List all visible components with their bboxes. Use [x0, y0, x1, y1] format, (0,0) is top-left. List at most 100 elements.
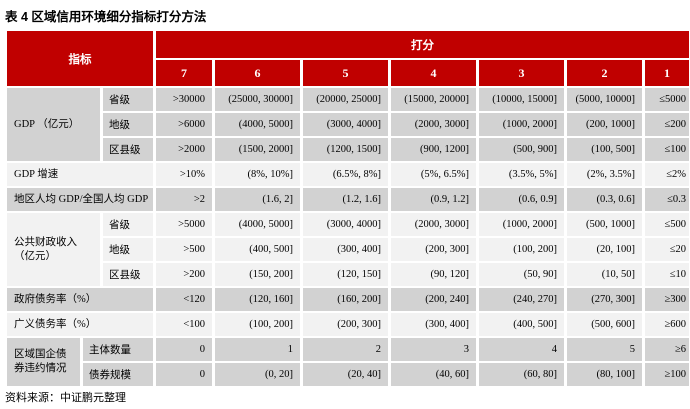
indicator-label-cell: 公共财政收入 （亿元） — [7, 213, 100, 286]
value-cell: >500 — [156, 238, 212, 261]
value-cell: (240, 270] — [479, 288, 564, 311]
value-cell: (4000, 5000] — [215, 213, 300, 236]
value-cell: ≤0.3 — [645, 188, 689, 211]
value-cell: (400, 500] — [479, 313, 564, 336]
score-column-header: 6 — [215, 60, 300, 86]
value-cell: >5000 — [156, 213, 212, 236]
value-cell: 0 — [156, 338, 212, 361]
value-cell: 0 — [156, 363, 212, 386]
sub-level-cell: 区县级 — [103, 138, 153, 161]
value-cell: (200, 240] — [391, 288, 476, 311]
value-cell: (1.6, 2] — [215, 188, 300, 211]
value-cell: (50, 90] — [479, 263, 564, 286]
value-cell: (200, 1000] — [567, 113, 642, 136]
value-cell: (20000, 25000] — [303, 88, 388, 111]
value-cell: (270, 300] — [567, 288, 642, 311]
value-cell: (1.2, 1.6] — [303, 188, 388, 211]
value-cell: (20, 100] — [567, 238, 642, 261]
value-cell: (500, 600] — [567, 313, 642, 336]
value-cell: ≤10 — [645, 263, 689, 286]
indicator-label-cell: 区域国企债 券违约情况 — [7, 338, 80, 386]
value-cell: ≤2% — [645, 163, 689, 186]
value-cell: ≤20 — [645, 238, 689, 261]
value-cell: 2 — [303, 338, 388, 361]
value-cell: (300, 400] — [391, 313, 476, 336]
value-cell: (80, 100] — [567, 363, 642, 386]
value-cell: (100, 200] — [215, 313, 300, 336]
value-cell: (0, 20] — [215, 363, 300, 386]
indicator-label-cell: 地区人均 GDP/全国人均 GDP — [7, 188, 153, 211]
score-table: 指标 打分 7 6 5 4 3 2 1 GDP （亿元） 省级 >30000 (25000, 30000… — [7, 31, 689, 386]
value-cell: 1 — [215, 338, 300, 361]
value-cell: ≤100 — [645, 138, 689, 161]
header-cell-indicator: 指标 — [7, 31, 153, 86]
table-title: 表 4 区域信用环境细分指标打分方法 — [5, 10, 207, 24]
value-cell: <100 — [156, 313, 212, 336]
value-cell: (160, 200] — [303, 288, 388, 311]
value-cell: (0.3, 0.6] — [567, 188, 642, 211]
value-cell: (500, 900] — [479, 138, 564, 161]
value-cell: >30000 — [156, 88, 212, 111]
indicator-label-cell: 广义债务率（%） — [7, 313, 153, 336]
sub-level-cell: 地级 — [103, 113, 153, 136]
value-cell: (500, 1000] — [567, 213, 642, 236]
value-cell: (3000, 4000] — [303, 213, 388, 236]
value-cell: (300, 400] — [303, 238, 388, 261]
value-cell: (200, 300] — [303, 313, 388, 336]
source-note: 资料来源：中证鹏元整理 — [5, 392, 126, 404]
score-column-header: 2 — [567, 60, 642, 86]
value-cell: (100, 200] — [479, 238, 564, 261]
value-cell: (400, 500] — [215, 238, 300, 261]
indicator-label-cell: GDP （亿元） — [7, 88, 100, 161]
value-cell: (1000, 2000] — [479, 213, 564, 236]
value-cell: (40, 60] — [391, 363, 476, 386]
value-cell: (0.6, 0.9] — [479, 188, 564, 211]
score-column-header: 5 — [303, 60, 388, 86]
value-cell: ≥6 — [645, 338, 689, 361]
score-column-header: 7 — [156, 60, 212, 86]
value-cell: (900, 1200] — [391, 138, 476, 161]
value-cell: (2%, 3.5%] — [567, 163, 642, 186]
value-cell: (90, 120] — [391, 263, 476, 286]
value-cell: (20, 40] — [303, 363, 388, 386]
value-cell: (6.5%, 8%] — [303, 163, 388, 186]
value-cell: (25000, 30000] — [215, 88, 300, 111]
sub-level-cell: 地级 — [103, 238, 153, 261]
sub-level-cell: 主体数量 — [83, 338, 153, 361]
value-cell: (4000, 5000] — [215, 113, 300, 136]
sub-level-cell: 债券规模 — [83, 363, 153, 386]
value-cell: (0.9, 1.2] — [391, 188, 476, 211]
value-cell: (1200, 1500] — [303, 138, 388, 161]
value-cell: (2000, 3000] — [391, 213, 476, 236]
value-cell: (120, 160] — [215, 288, 300, 311]
indicator-label-cell: 政府债务率（%） — [7, 288, 153, 311]
value-cell: (150, 200] — [215, 263, 300, 286]
value-cell: (2000, 3000] — [391, 113, 476, 136]
score-column-header: 1 — [645, 60, 689, 86]
value-cell: >200 — [156, 263, 212, 286]
score-column-header: 3 — [479, 60, 564, 86]
value-cell: (3.5%, 5%] — [479, 163, 564, 186]
value-cell: ≤500 — [645, 213, 689, 236]
score-column-header: 4 — [391, 60, 476, 86]
sub-level-cell: 省级 — [103, 213, 153, 236]
value-cell: ≥300 — [645, 288, 689, 311]
value-cell: (3000, 4000] — [303, 113, 388, 136]
value-cell: (10000, 15000] — [479, 88, 564, 111]
value-cell: >2 — [156, 188, 212, 211]
value-cell: (10, 50] — [567, 263, 642, 286]
value-cell: >6000 — [156, 113, 212, 136]
value-cell: 3 — [391, 338, 476, 361]
value-cell: (1500, 2000] — [215, 138, 300, 161]
header-cell-score: 打分 — [156, 31, 689, 58]
value-cell: (1000, 2000] — [479, 113, 564, 136]
value-cell: >10% — [156, 163, 212, 186]
value-cell: (60, 80] — [479, 363, 564, 386]
value-cell: (5000, 10000] — [567, 88, 642, 111]
value-cell: 5 — [567, 338, 642, 361]
value-cell: ≥600 — [645, 313, 689, 336]
value-cell: (15000, 20000] — [391, 88, 476, 111]
value-cell: ≥100 — [645, 363, 689, 386]
value-cell: ≤5000 — [645, 88, 689, 111]
indicator-label-cell: GDP 增速 — [7, 163, 153, 186]
